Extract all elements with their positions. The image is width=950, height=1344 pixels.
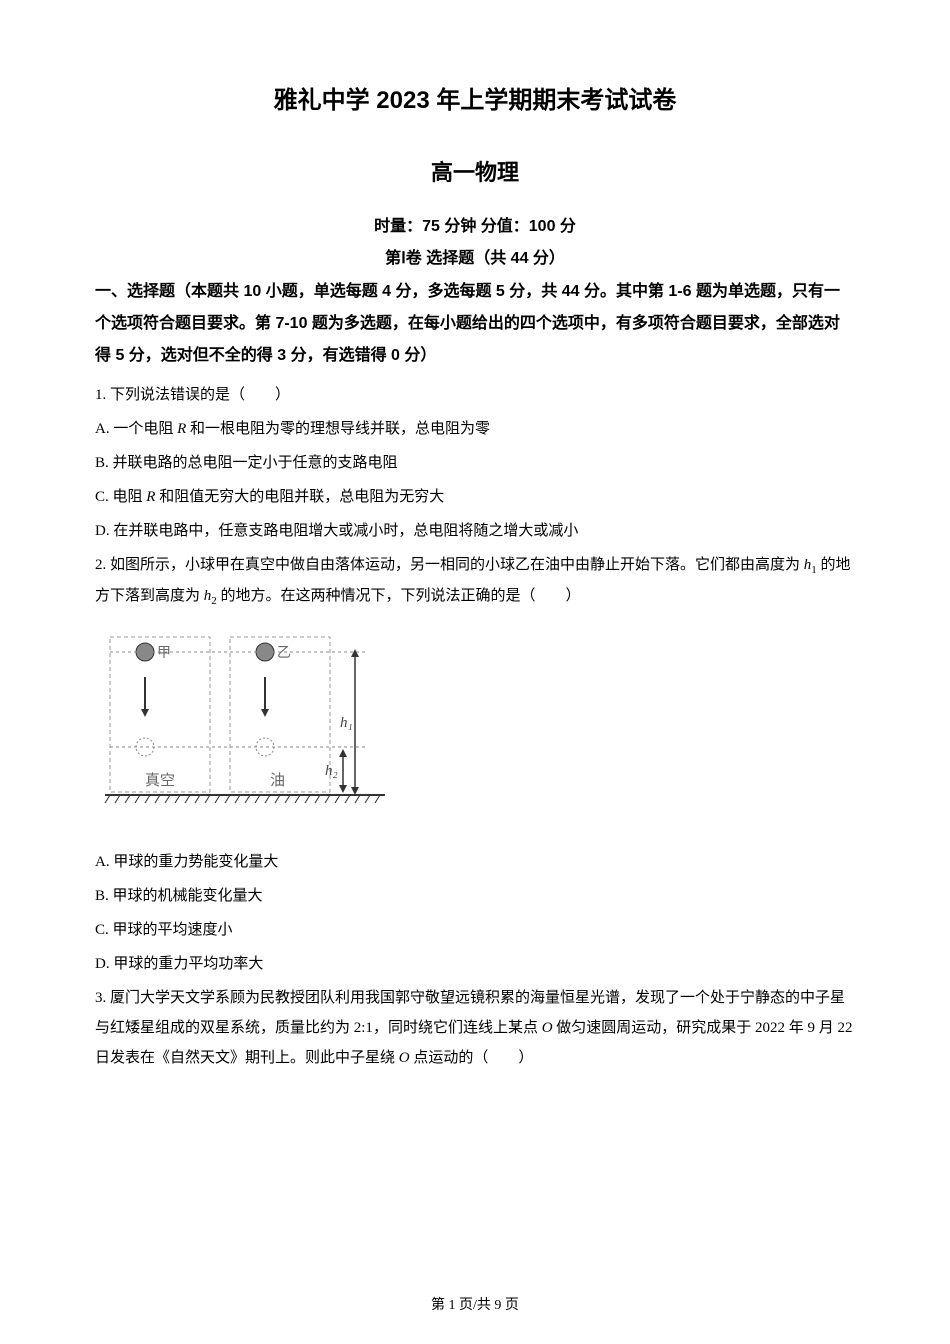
question-1-option-c: C. 电阻 R 和阻值无穷大的电阻并联，总电阻为无穷大 (95, 482, 855, 512)
label-yi: 乙 (277, 645, 291, 661)
question-2-option-a: A. 甲球的重力势能变化量大 (95, 847, 855, 877)
question-1-option-d: D. 在并联电路中，任意支路电阻增大或减小时，总电阻将随之增大或减小 (95, 516, 855, 546)
question-2-option-c: C. 甲球的平均速度小 (95, 915, 855, 945)
label-h1: h₁ (340, 715, 353, 731)
exam-meta-part: 第Ⅰ卷 选择题（共 44 分） (95, 244, 855, 268)
exam-subtitle: 高一物理 (95, 155, 855, 187)
label-vacuum: 真空 (145, 771, 175, 789)
question-2-figure: 甲 乙 h₁ h₂ 真空 (95, 627, 855, 827)
label-oil: 油 (270, 772, 285, 789)
page-footer: 第 1 页/共 9 页 (0, 1294, 950, 1314)
question-2-option-b: B. 甲球的机械能变化量大 (95, 881, 855, 911)
label-jia: 甲 (157, 646, 171, 661)
exam-title: 雅礼中学 2023 年上学期期末考试试卷 (95, 80, 855, 115)
section-1-header: 一、选择题（本题共 10 小题，单选每题 4 分，多选每题 5 分，共 44 分… (95, 276, 855, 372)
question-1-stem: 1. 下列说法错误的是（ ） (95, 380, 855, 410)
exam-meta-time: 时量：75 分钟 分值：100 分 (95, 212, 855, 236)
question-1-option-b: B. 并联电路的总电阻一定小于任意的支路电阻 (95, 448, 855, 478)
question-2-option-d: D. 甲球的重力平均功率大 (95, 949, 855, 979)
question-1-option-a: A. 一个电阻 R 和一根电阻为零的理想导线并联，总电阻为零 (95, 414, 855, 444)
question-2-stem: 2. 如图所示，小球甲在真空中做自由落体运动，另一相同的小球乙在油中由静止开始下… (95, 550, 855, 612)
falling-balls-diagram: 甲 乙 h₁ h₂ 真空 (95, 627, 395, 827)
question-3-stem: 3. 厦门大学天文学系顾为民教授团队利用我国郭守敬望远镜积累的海量恒星光谱，发现… (95, 983, 855, 1073)
label-h2: h₂ (325, 763, 338, 779)
